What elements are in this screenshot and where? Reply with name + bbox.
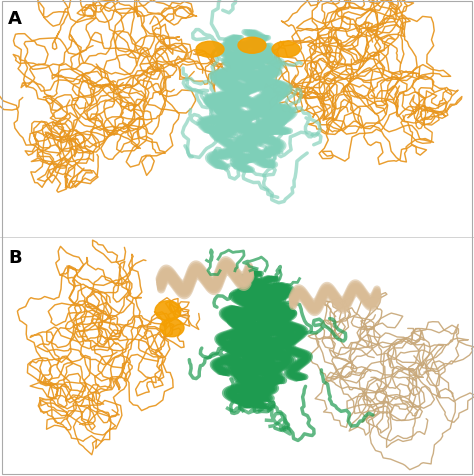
- Ellipse shape: [196, 42, 224, 58]
- Text: A: A: [8, 10, 22, 28]
- Ellipse shape: [272, 42, 300, 58]
- Text: B: B: [8, 248, 22, 266]
- Ellipse shape: [155, 301, 181, 321]
- Ellipse shape: [238, 38, 266, 54]
- Ellipse shape: [160, 319, 184, 337]
